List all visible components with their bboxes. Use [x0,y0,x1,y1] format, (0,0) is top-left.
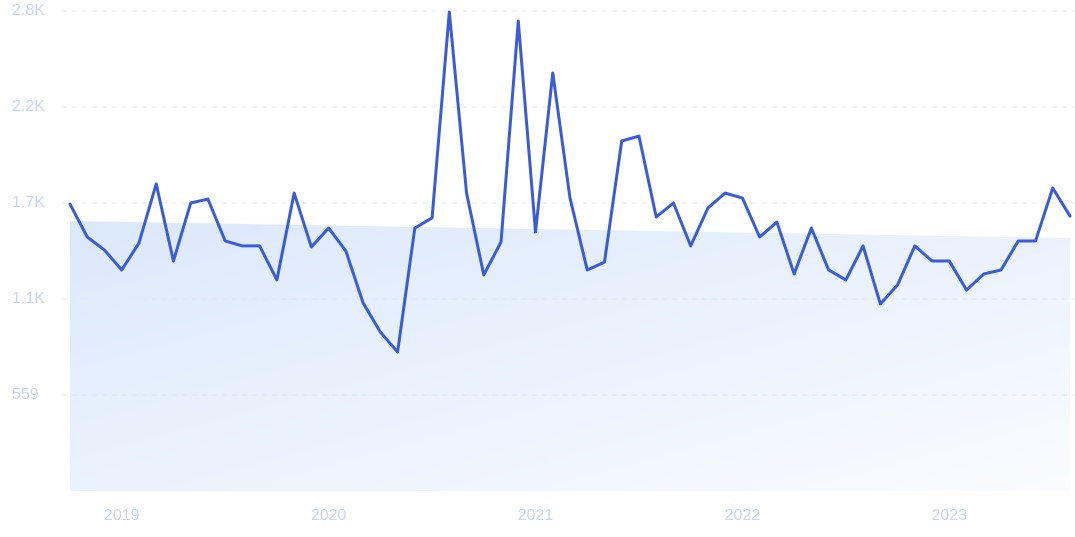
trend-area [70,221,1070,491]
y-tick-label: 2.8K [12,2,45,19]
x-tick-label: 2023 [932,507,968,524]
x-tick-label: 2019 [104,507,140,524]
y-tick-label: 1.7K [12,194,45,211]
x-tick-label: 2020 [311,507,347,524]
line-series [68,10,1072,354]
y-tick-label: 559 [12,386,39,403]
y-tick-label: 1.1K [12,290,45,307]
x-tick-label: 2021 [518,507,554,524]
y-tick-label: 2.2K [12,98,45,115]
x-tick-label: 2022 [725,507,761,524]
